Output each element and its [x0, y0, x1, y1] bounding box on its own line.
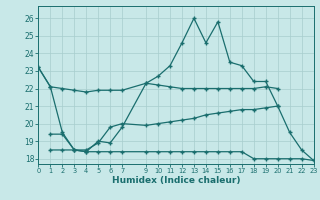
- X-axis label: Humidex (Indice chaleur): Humidex (Indice chaleur): [112, 176, 240, 185]
